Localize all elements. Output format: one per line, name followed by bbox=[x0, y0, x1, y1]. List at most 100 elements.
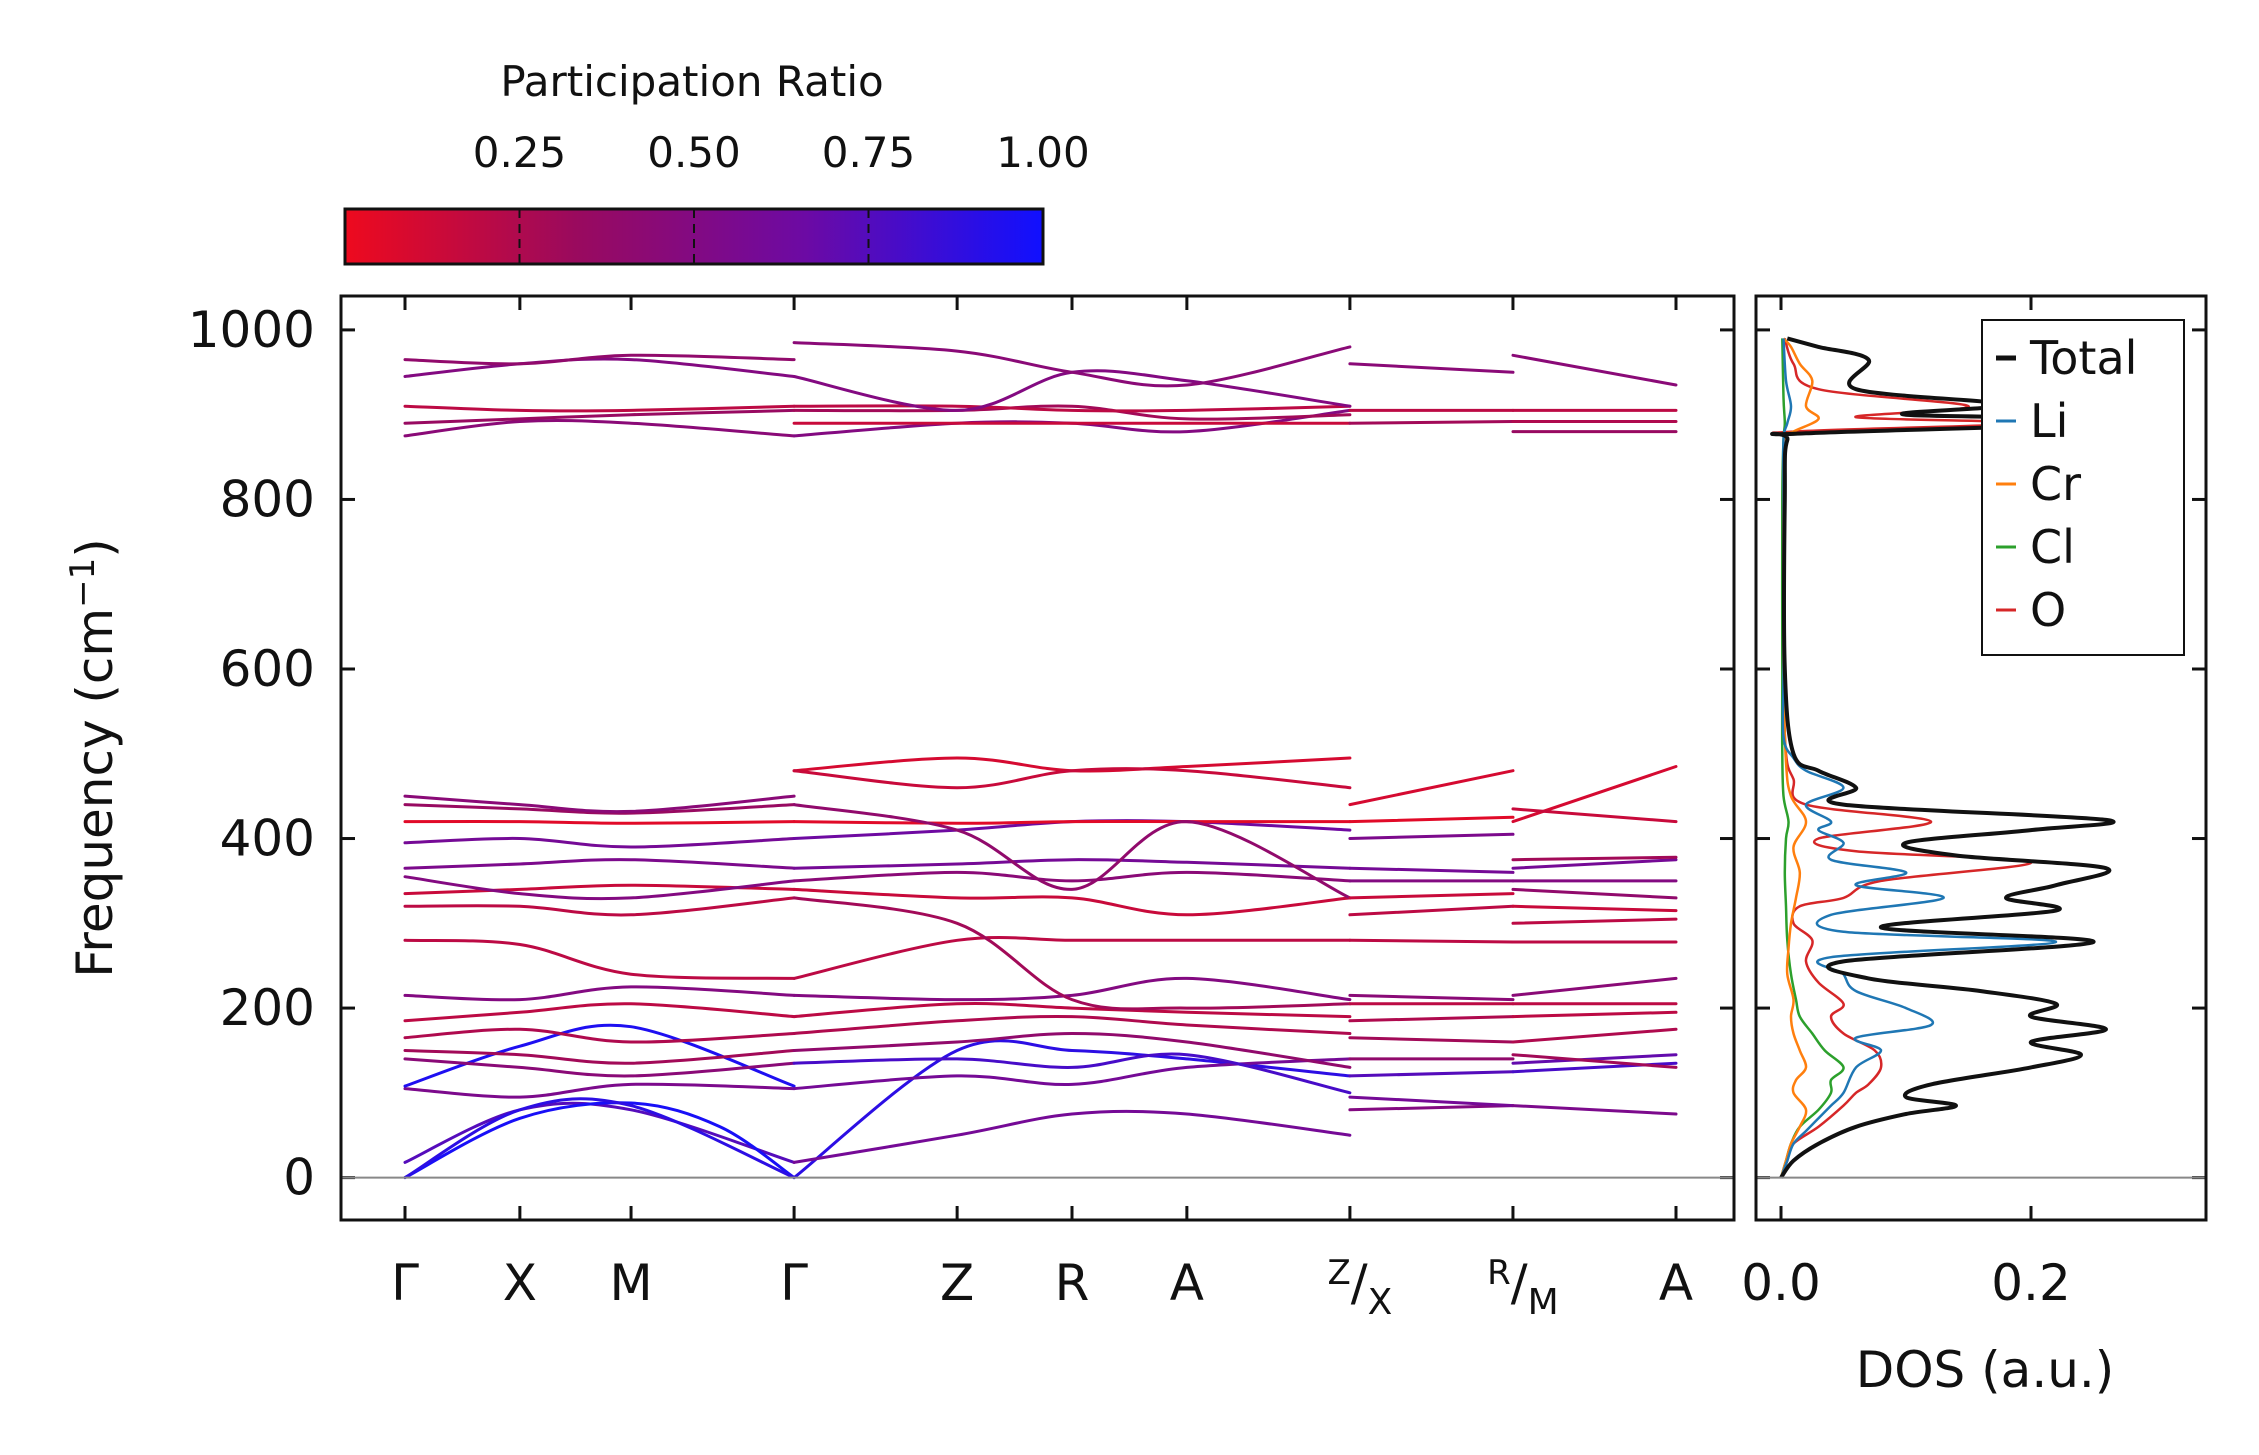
band-line bbox=[403, 1097, 796, 1180]
y-tick-label: 1000 bbox=[188, 301, 315, 359]
band-line bbox=[792, 870, 1352, 883]
band-line bbox=[792, 404, 1352, 421]
band-line bbox=[403, 1023, 796, 1088]
band-line bbox=[403, 858, 796, 870]
dos-plot-frame bbox=[1754, 294, 2208, 1222]
band-line bbox=[1511, 917, 1678, 925]
k-point-label: R bbox=[1055, 1254, 1090, 1312]
k-point-label-slash: / bbox=[1511, 1254, 1528, 1312]
legend-label: Li bbox=[2030, 394, 2068, 448]
colorbar-tick-label: 0.75 bbox=[822, 128, 916, 177]
dos-series-cr bbox=[1779, 337, 1820, 1178]
band-line bbox=[403, 1101, 796, 1164]
band-line bbox=[1348, 1036, 1515, 1044]
band-line bbox=[403, 1027, 796, 1044]
band-line bbox=[1511, 887, 1678, 900]
band-line bbox=[1511, 1010, 1678, 1019]
dos-x-tick-label: 0.2 bbox=[1991, 1254, 2071, 1312]
k-point-label: Z bbox=[940, 1254, 974, 1312]
band-line bbox=[1348, 815, 1515, 824]
band-line bbox=[403, 803, 796, 815]
k-point-label-sub: X bbox=[1368, 1282, 1393, 1323]
k-point-label-sup: R bbox=[1487, 1253, 1511, 1293]
band-line bbox=[1511, 765, 1678, 824]
band-line bbox=[792, 1057, 1352, 1091]
band-line bbox=[792, 935, 1352, 980]
k-point-label-sup: Z bbox=[1327, 1253, 1350, 1293]
band-line bbox=[1348, 1015, 1515, 1023]
band-line bbox=[1348, 866, 1515, 874]
k-point-label: Γ bbox=[780, 1254, 808, 1312]
band-line bbox=[792, 404, 1352, 413]
band-line bbox=[1511, 855, 1678, 862]
band-line bbox=[792, 803, 1352, 900]
band-line bbox=[1511, 1053, 1678, 1065]
band-line bbox=[1511, 1027, 1678, 1044]
band-plot-frame bbox=[339, 294, 1736, 1222]
band-line bbox=[1511, 858, 1678, 870]
band-line bbox=[792, 1109, 1352, 1164]
y-axis-label-superscript: −1 bbox=[63, 558, 103, 608]
band-line bbox=[403, 1057, 796, 1078]
x-axis-label: DOS (a.u.) bbox=[1856, 1341, 2115, 1399]
band-line bbox=[403, 404, 796, 413]
colorbar-tick-label: 1.00 bbox=[996, 128, 1090, 177]
colorbar-tick-label: 0.25 bbox=[473, 128, 567, 177]
k-point-label: Γ bbox=[391, 1254, 419, 1312]
band-line bbox=[1348, 1070, 1515, 1078]
dos-x-tick-label: 0.0 bbox=[1741, 1254, 1821, 1312]
band-line bbox=[403, 896, 796, 917]
colorbar-label: Participation Ratio bbox=[500, 57, 883, 106]
band-line bbox=[1511, 353, 1678, 387]
band-line bbox=[792, 767, 1352, 790]
band-line bbox=[1511, 807, 1678, 824]
band-line bbox=[792, 819, 1352, 825]
y-axis-label-text: Frequency (cm bbox=[66, 608, 124, 978]
k-point-label-split: R/M bbox=[1487, 1253, 1559, 1323]
band-line bbox=[1348, 904, 1515, 917]
band-line bbox=[792, 887, 1352, 917]
band-line bbox=[403, 1101, 796, 1180]
y-tick-label: 0 bbox=[283, 1149, 315, 1207]
dos-panel: 0.0 0.2 DOS (a.u.) Total Li Cr Cl O bbox=[1741, 294, 2208, 1399]
legend-label: O bbox=[2030, 583, 2066, 637]
y-tick-label: 200 bbox=[220, 979, 315, 1037]
band-line bbox=[792, 1031, 1352, 1069]
legend-label: Total bbox=[2029, 331, 2137, 385]
band-line bbox=[1348, 892, 1515, 900]
band-line bbox=[403, 353, 796, 366]
band-line bbox=[403, 1049, 796, 1065]
k-point-label-sub: M bbox=[1528, 1282, 1559, 1323]
band-line bbox=[1511, 1104, 1678, 1116]
band-line bbox=[792, 858, 1352, 870]
band-line bbox=[403, 408, 796, 425]
colorbar: Participation Ratio 0.25 0.50 0.75 1.00 bbox=[343, 57, 1090, 266]
band-line bbox=[1348, 362, 1515, 374]
band-line bbox=[792, 341, 1352, 388]
band-line bbox=[1511, 1053, 1678, 1069]
band-line bbox=[792, 1002, 1352, 1019]
band-line bbox=[403, 418, 796, 438]
band-line bbox=[1348, 938, 1515, 944]
band-line bbox=[1348, 993, 1515, 1002]
band-line bbox=[792, 896, 1352, 1011]
band-line bbox=[792, 1052, 1352, 1095]
k-point-label: A bbox=[1170, 1254, 1204, 1312]
band-line bbox=[403, 1082, 796, 1099]
legend: Total Li Cr Cl O bbox=[1981, 319, 2185, 656]
colorbar-tick-label: 0.50 bbox=[647, 128, 741, 177]
band-line bbox=[1348, 832, 1515, 840]
band-line bbox=[403, 836, 796, 849]
legend-label: Cl bbox=[2030, 520, 2075, 574]
y-tick-label: 400 bbox=[220, 810, 315, 868]
k-point-label: X bbox=[503, 1254, 537, 1312]
y-tick-label: 800 bbox=[220, 470, 315, 528]
band-line bbox=[1348, 1104, 1515, 1112]
band-line bbox=[1348, 769, 1515, 807]
band-line bbox=[1348, 1095, 1515, 1108]
band-line bbox=[403, 985, 796, 1002]
band-line bbox=[403, 794, 796, 814]
band-line bbox=[792, 756, 1352, 773]
